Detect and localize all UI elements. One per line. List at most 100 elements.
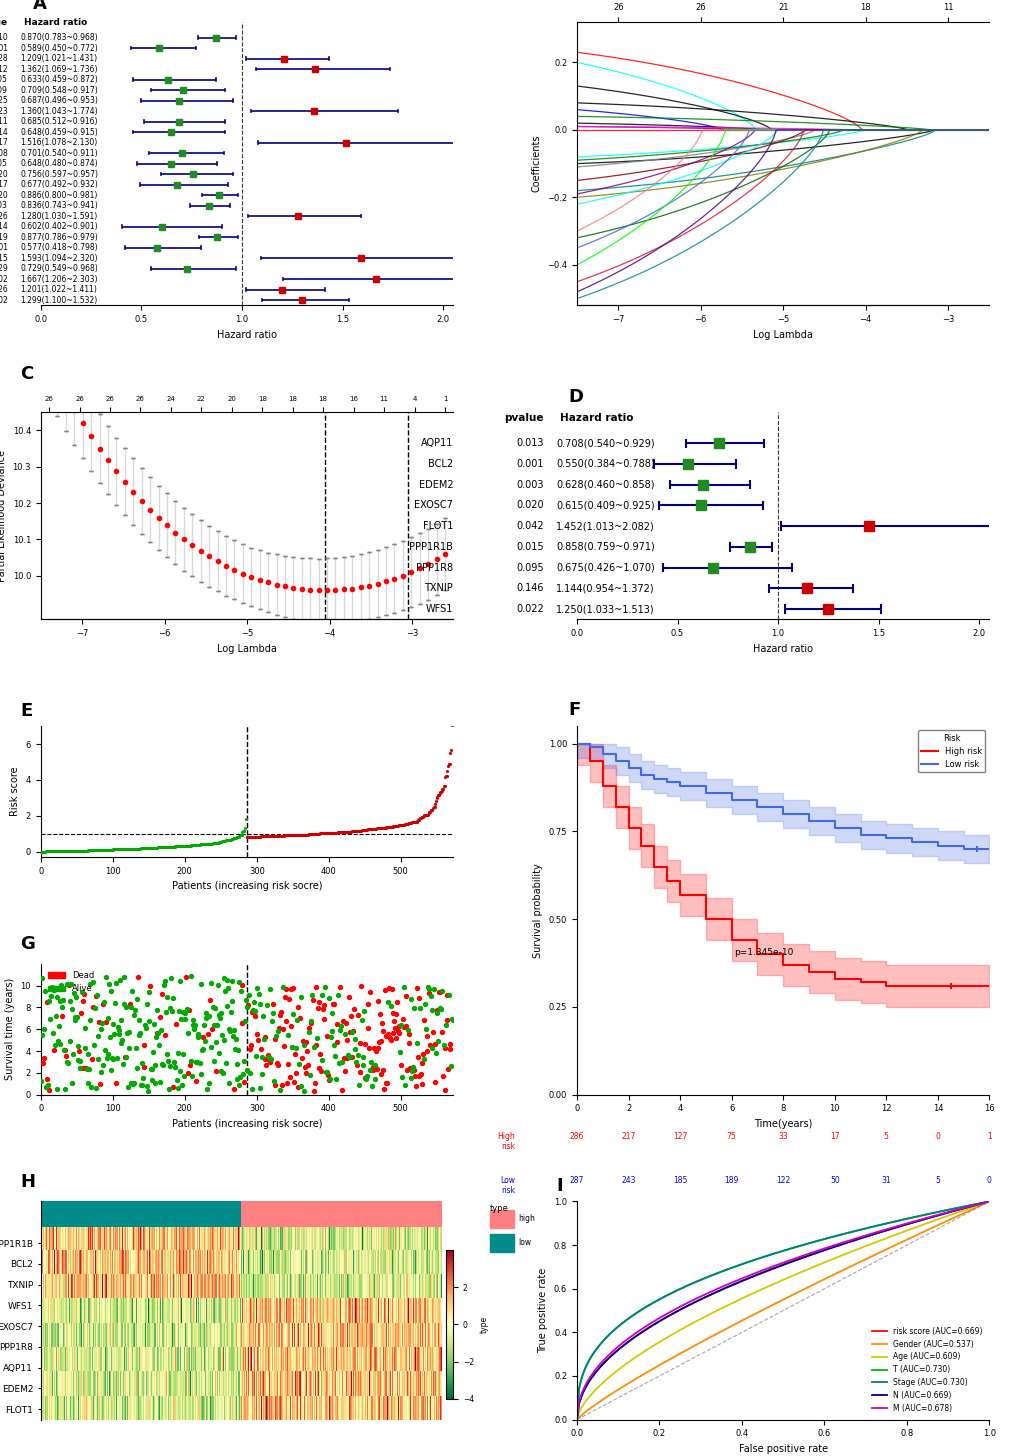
- Alive: [212, 1002, 228, 1025]
- Point: [419, 1024, 435, 1047]
- Point: [346, 820, 363, 843]
- Point: [296, 823, 312, 846]
- Text: 0.675(0.426~1.070): 0.675(0.426~1.070): [555, 562, 654, 572]
- Alive: [36, 1018, 52, 1041]
- Point: [224, 827, 240, 850]
- Line: High risk: High risk: [577, 744, 988, 986]
- Alive: [170, 999, 186, 1022]
- Point: [153, 836, 169, 859]
- Point: [247, 826, 263, 849]
- Alive: [55, 989, 71, 1012]
- Point: [175, 834, 192, 858]
- Point: [415, 1042, 431, 1066]
- Point: [210, 831, 226, 855]
- Point: [43, 840, 59, 863]
- Text: WFS1: WFS1: [426, 604, 452, 614]
- Low risk: [957, 840, 969, 858]
- Text: 50: 50: [829, 1176, 839, 1185]
- Alive: [69, 1048, 86, 1072]
- Alive: [193, 973, 209, 996]
- Point: [308, 823, 324, 846]
- Point: [184, 833, 201, 856]
- Alive: [34, 967, 50, 990]
- Dead: [73, 1002, 90, 1025]
- Point: [391, 1041, 408, 1064]
- Point: [406, 811, 422, 834]
- Alive: [112, 1009, 128, 1032]
- Point: [373, 817, 389, 840]
- Alive: [124, 980, 141, 1003]
- Point: [290, 823, 307, 846]
- Point: [328, 1031, 344, 1054]
- Alive: [197, 1029, 213, 1053]
- Text: 0.628(0.460~0.858): 0.628(0.460~0.858): [555, 479, 654, 489]
- Point: [335, 1045, 352, 1069]
- Point: [339, 1045, 356, 1069]
- Point: [318, 1025, 334, 1048]
- Point: [351, 1073, 367, 1096]
- Point: [316, 1008, 332, 1031]
- Alive: [120, 1021, 137, 1044]
- Point: [392, 1054, 409, 1077]
- Point: [422, 799, 438, 823]
- Point: [189, 833, 205, 856]
- Point: [306, 1035, 322, 1059]
- Alive: [108, 971, 124, 994]
- Point: [83, 839, 99, 862]
- Point: [440, 753, 457, 776]
- Point: [421, 977, 437, 1000]
- Alive: [90, 1047, 106, 1070]
- Point: [126, 837, 143, 860]
- Point: [122, 837, 139, 860]
- Point: [254, 1063, 270, 1086]
- Stage (AUC=0.730): [947, 1200, 959, 1217]
- Alive: [207, 996, 223, 1019]
- Alive: [174, 1042, 191, 1066]
- Point: [342, 1005, 359, 1028]
- Point: [416, 1009, 432, 1032]
- Point: [332, 820, 348, 843]
- Point: [373, 1010, 389, 1034]
- Point: [200, 833, 216, 856]
- Point: [350, 820, 366, 843]
- M (AUC=0.678): [947, 1201, 959, 1219]
- Point: [273, 824, 289, 847]
- Point: [357, 818, 373, 842]
- Point: [388, 1003, 405, 1026]
- Point: [359, 818, 375, 842]
- Alive: [56, 1038, 72, 1061]
- Low risk: [660, 773, 673, 791]
- Y-axis label: Risk score: Risk score: [10, 767, 20, 817]
- Point: [346, 820, 363, 843]
- Point: [146, 836, 162, 859]
- Gender (AUC=0.537): [571, 1411, 583, 1428]
- Point: [354, 818, 370, 842]
- Point: [411, 807, 427, 830]
- Point: [348, 1053, 365, 1076]
- Text: 33: 33: [777, 1131, 788, 1140]
- Point: [85, 839, 101, 862]
- Point: [334, 820, 351, 843]
- Text: 0.648(0.459~0.915): 0.648(0.459~0.915): [20, 128, 98, 137]
- Alive: [70, 1035, 87, 1059]
- Point: [41, 840, 57, 863]
- Point: [309, 823, 325, 846]
- Point: [259, 824, 275, 847]
- Point: [278, 824, 294, 847]
- Text: 0.687(0.496~0.953): 0.687(0.496~0.953): [20, 96, 98, 105]
- Point: [77, 839, 94, 862]
- Point: [246, 826, 262, 849]
- Line: M (AUC=0.678): M (AUC=0.678): [577, 1201, 988, 1420]
- Point: [163, 836, 179, 859]
- Point: [290, 823, 307, 846]
- Point: [342, 820, 359, 843]
- Alive: [102, 980, 118, 1003]
- Point: [439, 759, 455, 782]
- Point: [365, 817, 381, 840]
- Alive: [163, 965, 179, 989]
- Point: [403, 1066, 419, 1089]
- Point: [390, 814, 407, 837]
- Alive: [198, 1006, 214, 1029]
- Point: [178, 834, 195, 858]
- Point: [273, 1073, 289, 1096]
